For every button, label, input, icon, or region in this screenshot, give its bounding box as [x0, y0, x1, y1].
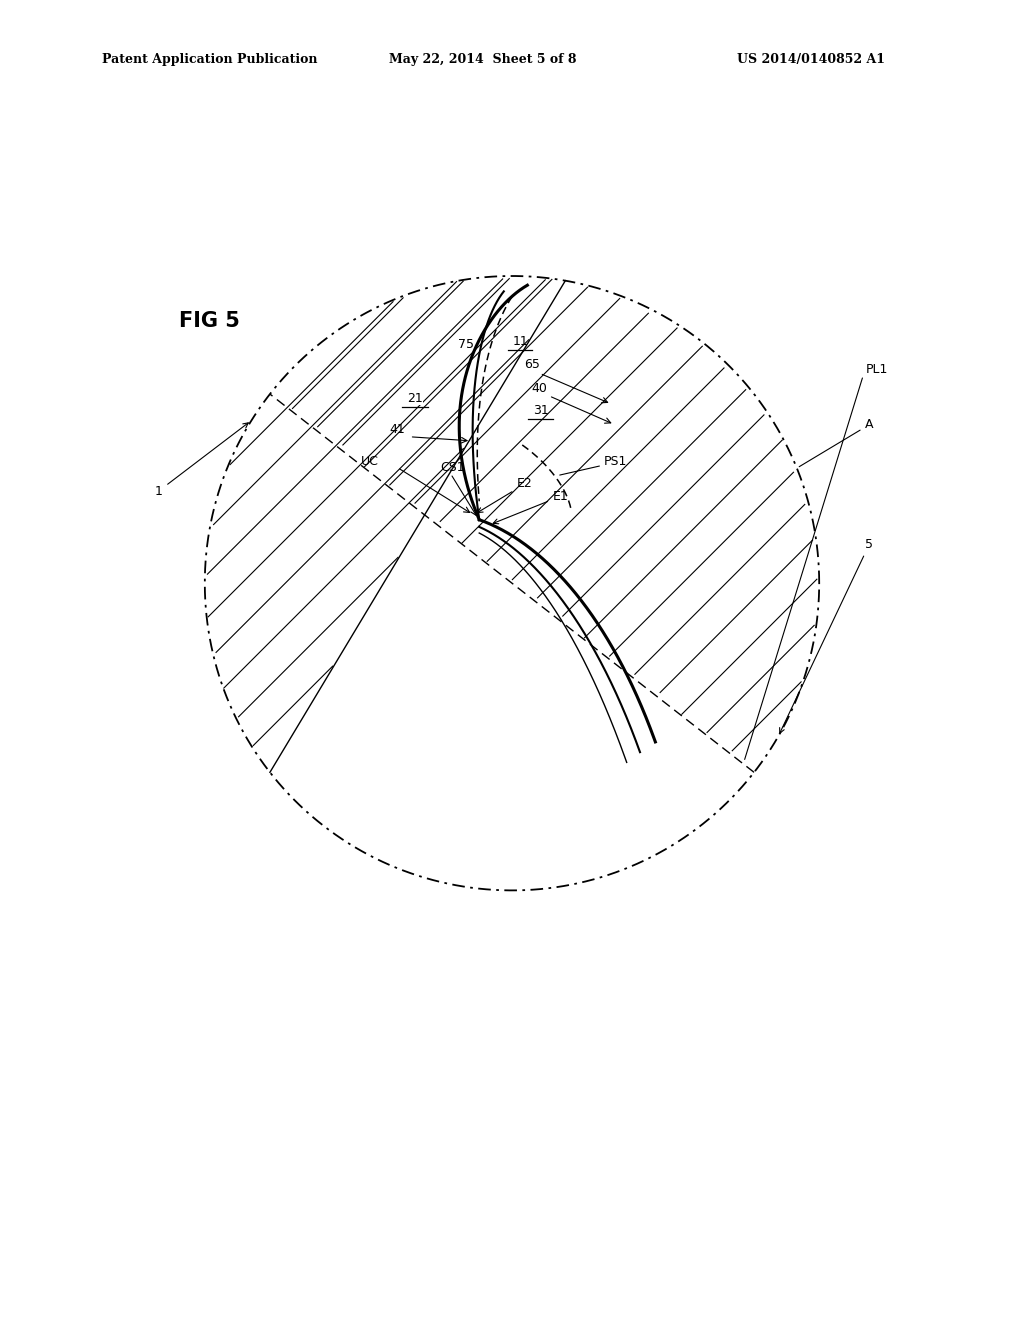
- Text: E2: E2: [477, 478, 532, 512]
- Text: 65: 65: [524, 358, 541, 371]
- Text: FIG 5: FIG 5: [179, 312, 240, 331]
- Text: 75: 75: [458, 338, 474, 351]
- Text: 1: 1: [155, 422, 248, 498]
- Text: May 22, 2014  Sheet 5 of 8: May 22, 2014 Sheet 5 of 8: [389, 53, 577, 66]
- Text: PL1: PL1: [865, 363, 888, 376]
- Text: UC: UC: [361, 455, 379, 469]
- Text: CS1: CS1: [440, 461, 465, 474]
- Text: Patent Application Publication: Patent Application Publication: [102, 53, 317, 66]
- Text: 41: 41: [389, 422, 406, 436]
- Text: 5: 5: [779, 537, 873, 733]
- Text: PS1: PS1: [604, 455, 628, 469]
- Text: E1: E1: [494, 490, 568, 524]
- Text: 21: 21: [407, 392, 423, 405]
- Text: US 2014/0140852 A1: US 2014/0140852 A1: [737, 53, 886, 66]
- Text: 31: 31: [532, 404, 549, 417]
- Text: A: A: [799, 418, 873, 467]
- Text: 11: 11: [512, 334, 528, 347]
- Text: 40: 40: [531, 381, 548, 395]
